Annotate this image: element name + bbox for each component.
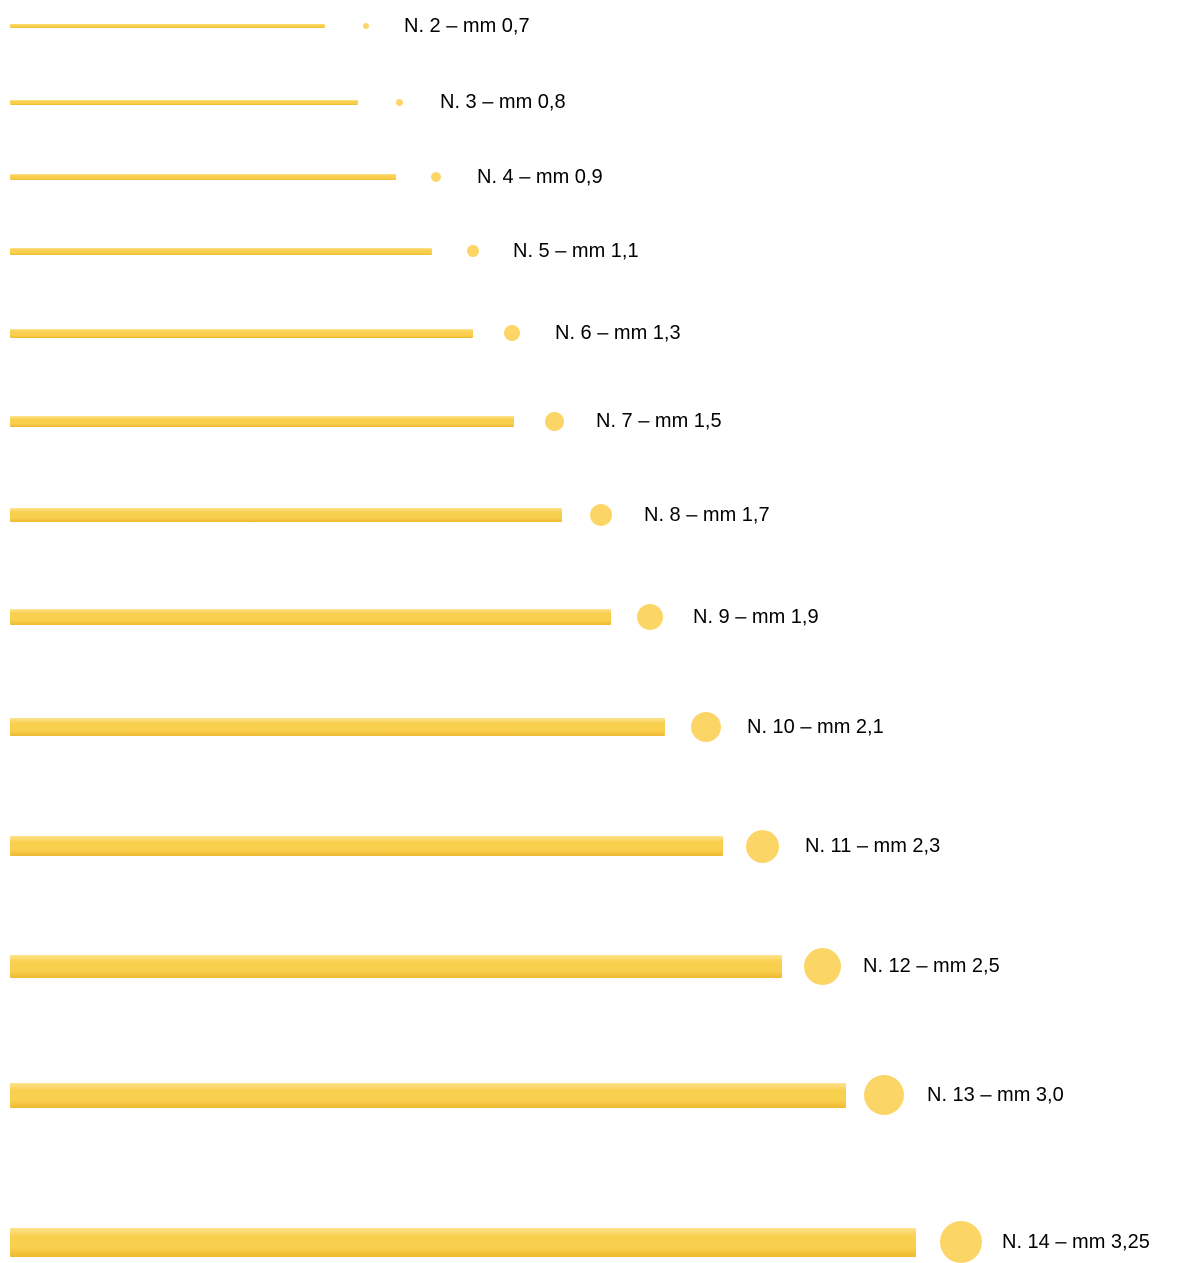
size-label: N. 3 – mm 0,8	[440, 91, 566, 113]
pasta-strand	[10, 415, 514, 427]
pasta-cross-section	[544, 411, 564, 431]
pasta-cross-section	[803, 947, 841, 985]
size-label: N. 5 – mm 1,1	[513, 240, 639, 262]
size-label: N. 6 – mm 1,3	[555, 322, 681, 344]
pasta-strand	[10, 1227, 916, 1257]
pasta-strand	[10, 836, 723, 856]
pasta-cross-section	[864, 1075, 904, 1115]
size-label: N. 14 – mm 3,25	[1002, 1231, 1150, 1253]
pasta-strand	[10, 174, 396, 180]
pasta-strand	[10, 99, 358, 105]
size-label: N. 8 – mm 1,7	[644, 504, 770, 526]
size-label: N. 4 – mm 0,9	[477, 166, 603, 188]
pasta-cross-section	[637, 604, 663, 630]
pasta-cross-section	[745, 829, 779, 863]
pasta-strand	[10, 328, 473, 338]
pasta-strand	[10, 1082, 846, 1108]
pasta-strand	[10, 24, 325, 28]
size-label: N. 7 – mm 1,5	[596, 410, 722, 432]
pasta-cross-section	[363, 23, 369, 29]
pasta-cross-section	[467, 245, 479, 257]
pasta-cross-section	[395, 98, 403, 106]
pasta-cross-section	[940, 1221, 982, 1263]
size-label: N. 2 – mm 0,7	[404, 15, 530, 37]
pasta-cross-section	[691, 712, 721, 742]
pasta-strand	[10, 718, 665, 736]
pasta-strand	[10, 954, 782, 978]
size-label: N. 11 – mm 2,3	[805, 835, 941, 857]
pasta-strand	[10, 508, 562, 522]
size-label: N. 13 – mm 3,0	[927, 1084, 1064, 1106]
pasta-cross-section	[431, 172, 441, 182]
size-label: N. 9 – mm 1,9	[693, 606, 819, 628]
size-label: N. 10 – mm 2,1	[747, 716, 884, 738]
pasta-cross-section	[504, 325, 520, 341]
pasta-cross-section	[590, 504, 612, 526]
size-label: N. 12 – mm 2,5	[863, 955, 1000, 977]
pasta-strand	[10, 247, 432, 255]
pasta-strand	[10, 609, 611, 625]
